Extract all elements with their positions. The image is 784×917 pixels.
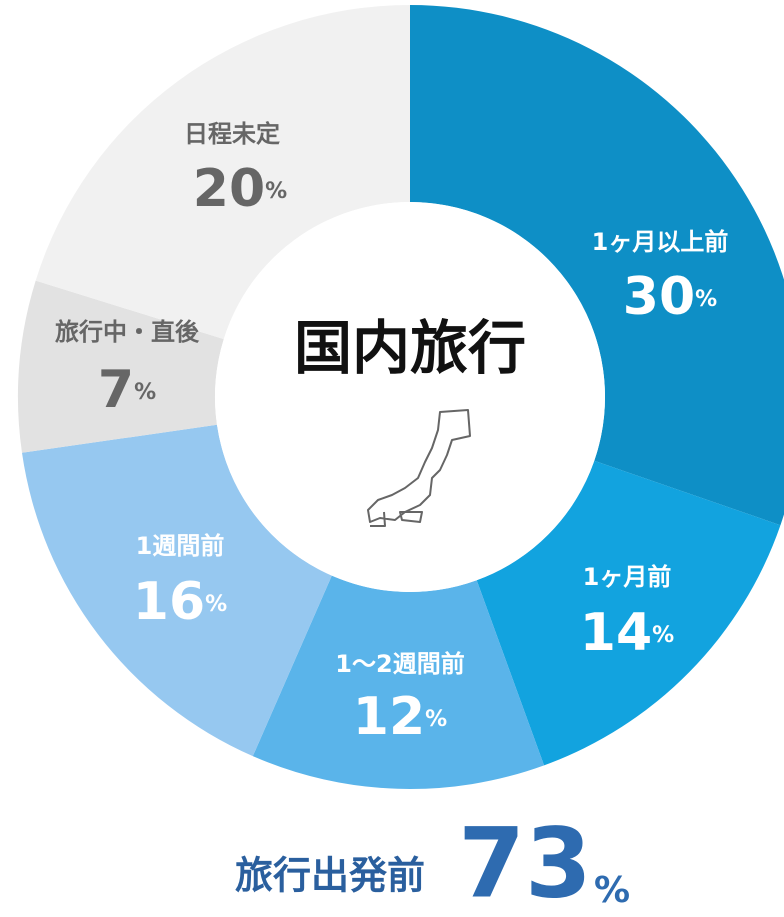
- slice-value-unit: %: [134, 380, 156, 405]
- slice-value-unit: %: [425, 707, 447, 732]
- slice-value: 30%: [623, 267, 717, 327]
- slice-value: 16%: [133, 572, 227, 632]
- slice-label: 1〜2週間前: [335, 650, 464, 678]
- slice-value-number: 12: [353, 687, 425, 747]
- slice: [17, 280, 224, 453]
- slice: [21, 424, 332, 757]
- slice-label: 日程未定: [184, 120, 280, 148]
- slice-value-unit: %: [695, 287, 717, 312]
- slice-value-unit: %: [265, 179, 287, 204]
- donut-hole: [215, 202, 605, 592]
- annotation-value: 73: [458, 807, 592, 917]
- slice-value-number: 14: [580, 603, 652, 663]
- annotation-text: 旅行出発前: [235, 854, 425, 898]
- slice-value: 7%: [98, 360, 156, 420]
- slice-value: 20%: [193, 159, 287, 219]
- annotation: 旅行出発前 73 %: [235, 807, 630, 917]
- chart-title: 国内旅行: [294, 314, 526, 382]
- slice-value: 12%: [353, 687, 447, 747]
- slice: [35, 5, 411, 340]
- slice-value-number: 30: [623, 267, 695, 327]
- slice: [410, 5, 784, 526]
- japan-icon: [367, 409, 471, 527]
- slice-label: 旅行中・直後: [55, 318, 200, 346]
- slice-label: 1ヶ月前: [583, 563, 672, 591]
- slices: [17, 5, 784, 789]
- slice-value-number: 20: [193, 159, 265, 219]
- slice: [252, 575, 545, 789]
- slice-label: 1ヶ月以上前: [592, 228, 729, 256]
- slice-value-unit: %: [205, 592, 227, 617]
- slice-label: 1週間前: [136, 532, 225, 560]
- annotation-unit: %: [594, 870, 630, 911]
- slice-value-unit: %: [652, 623, 674, 648]
- slice-value: 14%: [580, 603, 674, 663]
- slice-value-number: 7: [98, 360, 134, 420]
- slice: [476, 460, 781, 766]
- slice-value-number: 16: [133, 572, 205, 632]
